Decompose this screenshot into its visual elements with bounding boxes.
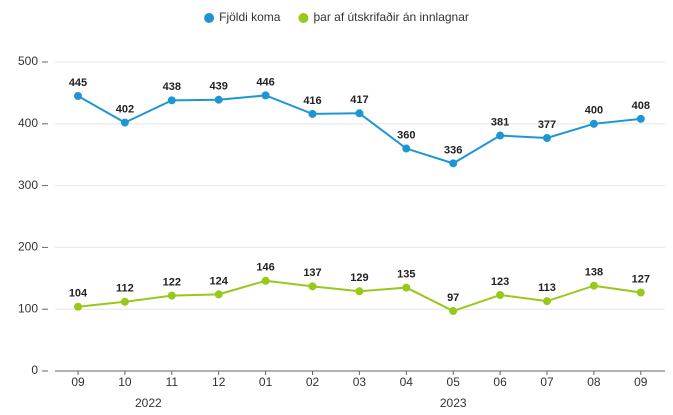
x-tick-label: 08 xyxy=(587,375,601,389)
y-tick-label: 100 xyxy=(18,301,38,315)
legend-marker xyxy=(298,13,309,23)
data-label: 137 xyxy=(303,267,321,279)
x-tick-label: 09 xyxy=(71,375,85,389)
data-point xyxy=(167,291,176,300)
data-label: 445 xyxy=(69,77,87,89)
data-label: 381 xyxy=(491,116,509,128)
x-group-label: 2023 xyxy=(440,396,467,410)
data-label: 416 xyxy=(303,95,321,107)
data-label: 104 xyxy=(69,288,88,300)
data-point xyxy=(167,96,176,105)
data-label: 138 xyxy=(585,267,603,279)
data-point xyxy=(308,109,317,118)
data-label: 135 xyxy=(397,268,415,280)
x-tick-label: 04 xyxy=(400,375,414,389)
data-point xyxy=(355,109,364,118)
data-label: 113 xyxy=(538,282,556,294)
data-label: 97 xyxy=(447,292,459,304)
data-point xyxy=(402,144,411,153)
data-point xyxy=(543,297,551,306)
x-tick-label: 01 xyxy=(259,375,273,389)
data-point xyxy=(449,159,458,168)
data-label: 112 xyxy=(116,283,134,295)
data-point xyxy=(355,287,364,296)
data-point xyxy=(402,283,411,292)
y-tick-label: 500 xyxy=(18,54,38,68)
legend-label: þar af útskrifaðir án innlagnar xyxy=(313,10,468,24)
x-tick-label: 06 xyxy=(493,375,507,389)
legend-label: Fjöldi koma xyxy=(219,10,281,24)
x-tick-label: 02 xyxy=(306,375,320,389)
y-tick-label: 200 xyxy=(18,240,38,254)
data-label: 417 xyxy=(350,94,368,106)
data-label: 446 xyxy=(256,76,274,88)
data-label: 124 xyxy=(210,275,229,287)
data-point xyxy=(74,302,82,311)
data-label: 129 xyxy=(350,272,368,284)
data-point xyxy=(214,95,223,104)
data-point xyxy=(120,118,129,127)
x-tick-label: 03 xyxy=(353,375,367,389)
data-label: 127 xyxy=(632,273,650,285)
legend: Fjöldi koma þar af útskrifaðir án innlagn… xyxy=(204,10,469,24)
x-group-label: 2022 xyxy=(135,396,162,410)
data-point xyxy=(636,114,645,123)
data-point xyxy=(308,282,317,291)
data-label: 377 xyxy=(538,119,556,131)
data-point xyxy=(496,290,505,299)
x-tick-label: 07 xyxy=(540,375,554,389)
data-label: 438 xyxy=(163,81,181,93)
data-label: 400 xyxy=(585,105,603,117)
x-tick-label: 12 xyxy=(212,375,226,389)
data-label: 146 xyxy=(256,262,274,274)
data-label: 408 xyxy=(632,100,650,112)
y-tick-label: 300 xyxy=(18,178,38,192)
data-point xyxy=(589,281,598,290)
y-tick-label: 400 xyxy=(18,116,38,130)
x-tick-label: 05 xyxy=(447,375,461,389)
data-label: 439 xyxy=(210,81,228,93)
x-tick-label: 10 xyxy=(118,375,132,389)
data-point xyxy=(261,276,270,285)
data-label: 122 xyxy=(163,277,181,289)
data-label: 123 xyxy=(491,276,509,288)
data-point xyxy=(449,307,458,316)
legend-marker xyxy=(204,13,215,23)
data-point xyxy=(214,290,223,299)
x-tick-label: 11 xyxy=(166,375,179,389)
data-point xyxy=(636,288,645,297)
data-point xyxy=(74,91,82,100)
y-tick-label: 0 xyxy=(31,363,38,377)
data-label: 336 xyxy=(444,144,462,156)
data-label: 402 xyxy=(116,103,134,115)
data-point xyxy=(120,297,129,306)
data-point xyxy=(543,134,551,143)
data-point xyxy=(496,131,505,140)
data-point xyxy=(589,119,598,128)
data-point xyxy=(261,91,270,100)
data-label: 360 xyxy=(397,129,415,141)
x-tick-label: 09 xyxy=(634,375,648,389)
